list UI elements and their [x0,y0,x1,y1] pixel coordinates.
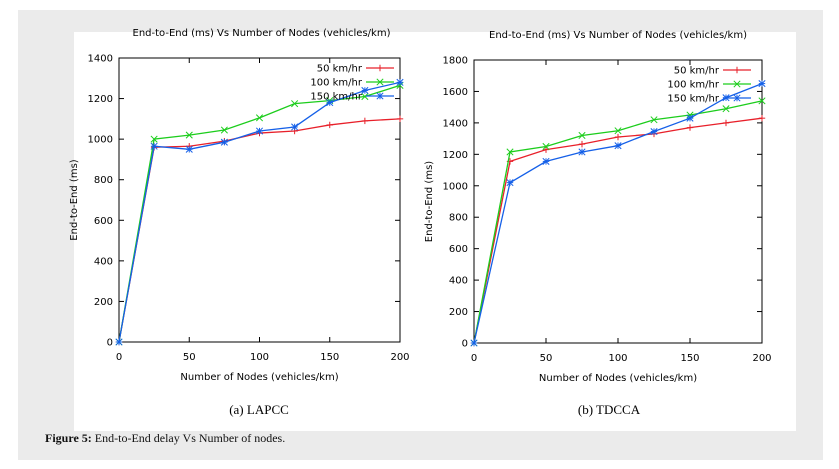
chart-b-series-1-point-8-d2 [758,97,766,105]
chart-b-series-2-point-1-d2 [506,179,514,187]
chart-b-title: End-to-End (ms) Vs Number of Nodes (vehi… [489,30,747,41]
chart-b-xtick-label-4: 200 [752,353,771,364]
chart-a-ytick-label-7: 1400 [88,54,113,65]
figure-caption-label: Figure 5: [45,431,92,445]
chart-b-series-1-point-3-d2 [578,131,586,140]
chart-b-series-0-line [473,117,763,344]
figure-frame [18,10,823,460]
chart-b-series-1-point-7-d2 [722,105,730,113]
chart-a-xtick-label-2: 100 [250,352,269,363]
chart-a-ytick-label-5: 1000 [88,135,113,146]
chart-a-series-2-point-7-d2 [361,86,369,95]
chart-b-ytick-label-2: 400 [449,276,468,287]
chart-a-series-2-point-2-d2 [185,145,193,153]
chart-a-ytick-label-0: 0 [107,338,113,349]
chart-b-series-1-point-1-d2 [506,148,514,156]
chart-a-ytick-label-6: 1200 [88,94,113,105]
chart-a-series-1-point-5-d2 [291,100,299,108]
chart-a-ytick-label-4: 800 [94,175,113,186]
chart-a-series-1-point-1-d2 [150,135,158,143]
chart-a-xtick-label-0: 0 [116,352,122,363]
chart-b-ytick-label-5: 1000 [443,181,468,192]
chart-a-xtick-label-1: 50 [183,352,196,363]
chart-a-title: End-to-End (ms) Vs Number of Nodes (vehi… [133,28,391,39]
chart-b-xtick-label-3: 150 [680,353,699,364]
chart-a-ytick-label-2: 400 [94,256,113,267]
chart-a-series-2-point-3-d2 [220,138,228,146]
chart-a-legend-label-1: 100 km/hr [310,78,363,89]
chart-b-ytick-label-1: 200 [449,307,468,318]
chart-a-series-1-point-7-d2 [361,92,369,101]
chart-b-xlabel: Number of Nodes (vehicles/km) [539,373,697,384]
chart-b-legend-marker-2-d2 [733,94,741,102]
chart-b-series-2-line [473,82,763,344]
chart-a-series-1-point-4-d2 [255,114,264,122]
chart-a-series-1-line [118,84,401,343]
chart-b-series-2-point-2-d2 [542,157,550,165]
chart-a-legend-label-2: 150 km/hr [310,92,363,103]
chart-a-legend-marker-1-d2 [376,78,384,86]
chart-b-ytick-label-7: 1400 [443,118,468,129]
chart-a-legend-label-0: 50 km/hr [317,64,363,75]
chart-a-series-0-line [118,118,401,343]
chart-b-legend-label-2: 150 km/hr [667,94,720,105]
chart-a-caption: (a) LAPCC [229,402,289,417]
chart-b-series-1 [470,97,766,347]
chart-a-series-2-point-5-d2 [291,123,299,131]
chart-b-ytick-label-3: 600 [449,244,468,255]
chart-a-xlabel: Number of Nodes (vehicles/km) [180,372,338,383]
chart-a-xtick-label-3: 150 [320,352,339,363]
figure-caption: Figure 5: End-to-End delay Vs Number of … [45,431,285,446]
chart-b-ytick-label-4: 800 [449,213,468,224]
chart-a-series-1-point-3-d2 [220,126,228,134]
chart-b-ytick-label-6: 1200 [443,150,468,161]
chart-b-series-1-point-2-d2 [542,142,550,151]
chart-a-ytick-label-3: 600 [94,216,113,227]
chart-a-series-1-point-2-d2 [185,131,193,139]
chart-b-series-2-point-8-d2 [758,80,766,88]
chart-a-series-2-point-1-d2 [150,142,158,150]
chart-a-series-2-point-6-d2 [326,99,334,107]
chart-b-series-2-point-3-d2 [578,148,586,156]
chart-a: End-to-End (ms) Vs Number of Nodes (vehi… [69,28,410,383]
chart-a-series-2-point-8-d2 [396,78,404,86]
chart-b-series-1-point-5-d2 [650,116,658,124]
chart-a-xtick-label-4: 200 [390,352,409,363]
chart-b-series-2-point-6-d2 [686,114,694,122]
chart-a-legend-marker-2-d2 [376,92,384,100]
figure-caption-text: End-to-End delay Vs Number of nodes. [94,431,286,445]
chart-b-caption: (b) TDCCA [577,402,641,417]
chart-a-series-2-point-0-d2 [115,338,123,346]
chart-b-series-2 [470,80,766,347]
chart-b-legend-label-1: 100 km/hr [667,80,720,91]
chart-a-series-2-point-4-d2 [255,127,264,135]
chart-b-ytick-label-9: 1800 [443,56,468,67]
chart-a-series-0 [115,115,404,346]
chart-b-xtick-label-2: 100 [608,353,627,364]
chart-b-series-2-point-4-d2 [614,142,622,150]
chart-b-legend-marker-1-d2 [733,80,741,88]
chart-b-ytick-label-8: 1600 [443,87,468,98]
chart-b-xtick-label-1: 50 [540,353,553,364]
chart-b-series-2-point-5-d2 [650,127,658,136]
chart-b-ylabel: End-to-End (ms) [424,161,435,242]
chart-a-ytick-label-1: 200 [94,297,113,308]
chart-b-series-0 [470,114,766,347]
chart-b-legend-label-0: 50 km/hr [674,66,720,77]
chart-a-ylabel: End-to-End (ms) [69,159,80,240]
chart-b: End-to-End (ms) Vs Number of Nodes (vehi… [424,30,772,384]
chart-b-ytick-label-0: 0 [462,339,468,350]
figure-panel [74,32,796,431]
chart-b-series-1-point-4-d2 [614,127,622,135]
chart-b-xtick-label-0: 0 [471,353,477,364]
chart-b-series-2-point-0-d2 [470,339,478,347]
chart-a-series-2 [115,78,404,346]
